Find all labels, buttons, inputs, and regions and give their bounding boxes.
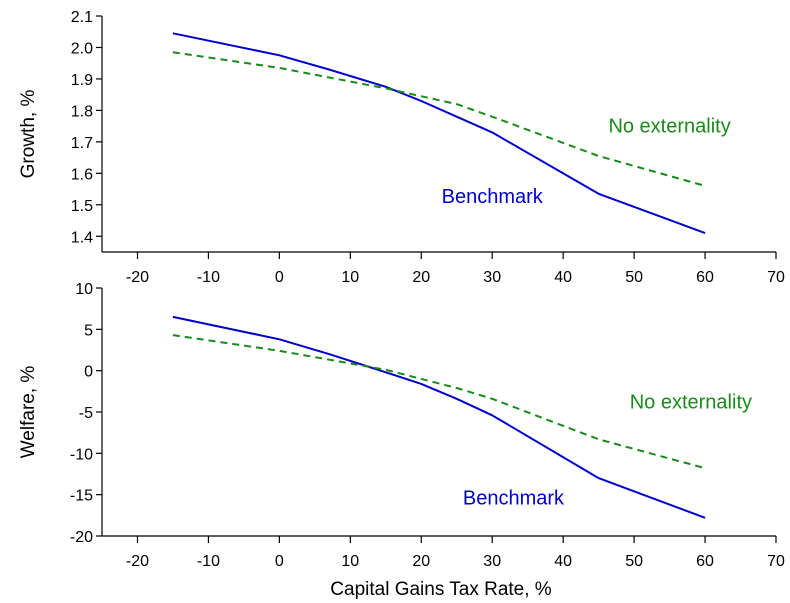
growth-panel: 1.4 1.5 1.6 1.7 1.8 1.9 2.0 2.1 -20 -10 0 10 20 30 40 5… xyxy=(18,9,785,286)
growth-series-benchmark-line xyxy=(172,32,706,235)
welfare-y-tick-label: 5 xyxy=(84,322,93,339)
welfare-x-tick-label: -20 xyxy=(126,553,149,570)
growth-y-axis-title: Growth, % xyxy=(18,90,39,179)
welfare-y-tick-label: -15 xyxy=(70,488,93,505)
welfare-panel: -20 -15 -10 -5 0 5 10 -20 -10 0 10 20 30 40 50 60 70 Welf… xyxy=(18,281,785,570)
welfare-x-tick-label: 50 xyxy=(625,553,643,570)
welfare-y-tick-label: -20 xyxy=(70,529,93,546)
growth-y-tick-label: 2.1 xyxy=(71,9,93,26)
welfare-x-tick-label: 30 xyxy=(483,553,501,570)
welfare-y-tick-label: -5 xyxy=(79,405,93,422)
growth-x-tick-label: -10 xyxy=(197,269,220,286)
welfare-y-axis-title: Welfare, % xyxy=(18,366,39,459)
growth-x-tick-label: 70 xyxy=(767,269,785,286)
growth-annotation-benchmark: Benchmark xyxy=(442,186,544,208)
growth-x-tick-label: 40 xyxy=(554,269,572,286)
growth-x-tick-label: 30 xyxy=(483,269,501,286)
growth-y-tick-label: 2.0 xyxy=(71,40,93,57)
welfare-x-tick-label: 0 xyxy=(275,553,284,570)
welfare-x-tick-label: 20 xyxy=(412,553,430,570)
welfare-x-tick-label: 40 xyxy=(554,553,572,570)
growth-annotation-no-externality: No externality xyxy=(608,115,730,137)
welfare-x-tick-label: 10 xyxy=(341,553,359,570)
growth-x-tick-label: 20 xyxy=(412,269,430,286)
welfare-x-tick-label: 70 xyxy=(767,553,785,570)
growth-y-tick-label: 1.6 xyxy=(71,166,93,183)
growth-y-tick-label: 1.9 xyxy=(71,72,93,89)
growth-y-tick-label: 1.4 xyxy=(71,229,93,246)
welfare-annotation-no-externality: No externality xyxy=(630,392,752,414)
growth-x-tick-label: 10 xyxy=(341,269,359,286)
growth-series-no-externality-line xyxy=(172,51,706,187)
welfare-series-benchmark-line xyxy=(172,315,706,519)
growth-x-tick-label: 50 xyxy=(625,269,643,286)
growth-x-tick-label: -20 xyxy=(126,269,149,286)
growth-x-tick-label: 0 xyxy=(275,269,284,286)
x-axis-title: Capital Gains Tax Rate, % xyxy=(330,579,552,600)
welfare-x-tick-label: 60 xyxy=(696,553,714,570)
welfare-series-no-externality-line xyxy=(172,334,706,470)
welfare-y-tick-label: -10 xyxy=(70,446,93,463)
growth-y-tick-label: 1.5 xyxy=(71,198,93,215)
welfare-y-tick-label: 10 xyxy=(75,281,93,298)
growth-x-tick-label: 60 xyxy=(696,269,714,286)
welfare-x-tick-label: -10 xyxy=(197,553,220,570)
growth-y-tick-label: 1.8 xyxy=(71,103,93,120)
welfare-y-tick-label: 0 xyxy=(84,364,93,381)
welfare-annotation-benchmark: Benchmark xyxy=(463,488,565,510)
growth-y-tick-label: 1.7 xyxy=(71,135,93,152)
